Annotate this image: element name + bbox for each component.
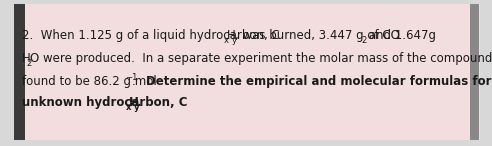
- Text: −1: −1: [125, 73, 138, 82]
- Text: O were produced.  In a separate experiment the molar mass of the compound was: O were produced. In a separate experimen…: [30, 52, 492, 65]
- Text: 2: 2: [362, 36, 367, 45]
- Text: H: H: [129, 96, 139, 109]
- Text: x: x: [126, 103, 131, 112]
- Text: x: x: [224, 36, 229, 45]
- Text: H: H: [227, 29, 236, 42]
- Text: .: .: [137, 96, 141, 109]
- Text: and 1.647g: and 1.647g: [365, 29, 436, 42]
- Text: 2.  When 1.125 g of a liquid hydrocarbon, C: 2. When 1.125 g of a liquid hydrocarbon,…: [22, 29, 280, 42]
- Text: .: .: [132, 75, 144, 88]
- Text: found to be 86.2 g mol: found to be 86.2 g mol: [22, 75, 157, 88]
- Text: H: H: [22, 52, 31, 65]
- Text: 2: 2: [27, 59, 32, 68]
- Text: , was burned, 3.447 g of CO: , was burned, 3.447 g of CO: [235, 29, 400, 42]
- Text: y: y: [134, 103, 139, 112]
- Text: y: y: [232, 36, 237, 45]
- Bar: [14, 4, 25, 140]
- Text: Determine the empirical and molecular formulas for the: Determine the empirical and molecular fo…: [146, 75, 492, 88]
- Text: unknown hydrocarbon, C: unknown hydrocarbon, C: [22, 96, 187, 109]
- Bar: [470, 4, 479, 140]
